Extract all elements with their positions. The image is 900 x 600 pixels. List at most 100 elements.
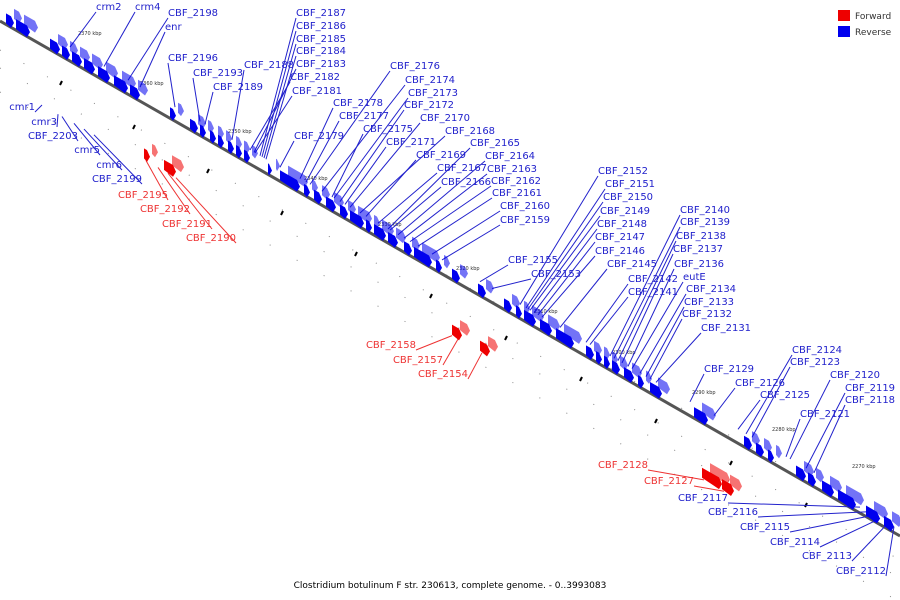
forward-gene bbox=[722, 479, 734, 497]
forward-gene-label: CBF_2190 bbox=[186, 233, 236, 244]
reverse-gene-label: CBF_2133 bbox=[684, 297, 734, 308]
reverse-gene-label-leader bbox=[645, 306, 685, 377]
reverse-gene-label-leader bbox=[167, 62, 176, 108]
reverse-gene bbox=[98, 66, 110, 83]
reverse-gene bbox=[218, 134, 224, 149]
reverse-gene-shadow bbox=[532, 305, 544, 323]
reverse-gene-label-leader bbox=[73, 123, 101, 156]
reverse-gene-shadow bbox=[632, 362, 642, 379]
reverse-gene-label: CBF_2139 bbox=[680, 217, 730, 228]
reverse-gene-label-leader bbox=[127, 17, 169, 81]
reverse-gene-label: cmr1 bbox=[9, 102, 35, 113]
reverse-gene-label: CBF_2171 bbox=[386, 137, 436, 148]
reverse-gene bbox=[436, 259, 442, 273]
reverse-gene-shadow bbox=[460, 264, 468, 279]
reverse-gene-label-leader bbox=[431, 210, 501, 255]
reverse-gene bbox=[822, 480, 834, 498]
forward-gene-label: CBF_2195 bbox=[118, 190, 168, 201]
scale-tick-label: 2300 kbp bbox=[612, 350, 636, 356]
reverse-gene-label-leader bbox=[789, 514, 875, 533]
reverse-gene-label-leader bbox=[813, 404, 846, 473]
reverse-gene-label-leader bbox=[339, 109, 405, 202]
reverse-gene-shadow bbox=[312, 179, 318, 193]
legend-label-reverse: Reverse bbox=[855, 28, 892, 38]
reverse-gene-label: CBF_2187 bbox=[296, 8, 346, 19]
reverse-gene-label-leader bbox=[585, 283, 629, 343]
forward-gene-shadow bbox=[152, 143, 158, 158]
forward-gene-label-leader bbox=[693, 485, 725, 492]
reverse-gene-shadow bbox=[752, 431, 760, 446]
forward-gene-shadow bbox=[488, 336, 498, 352]
reverse-gene bbox=[596, 351, 602, 365]
reverse-gene-label-leader bbox=[819, 518, 881, 548]
reverse-gene-label-leader bbox=[331, 133, 364, 198]
scale-tick-label: 2320 kbp bbox=[456, 266, 480, 272]
reverse-gene-label: CBF_2152 bbox=[598, 166, 648, 177]
reverse-gene-label-leader bbox=[321, 84, 406, 192]
reverse-gene-label-leader bbox=[589, 296, 629, 345]
reverse-gene-label: CBF_2112 bbox=[836, 566, 886, 577]
reverse-gene-label: CBF_2182 bbox=[290, 72, 340, 83]
reverse-gene-shadow bbox=[804, 460, 814, 477]
reverse-gene bbox=[326, 196, 336, 213]
reverse-gene-label-leader bbox=[527, 201, 604, 310]
reverse-gene bbox=[744, 435, 752, 451]
reverse-gene bbox=[756, 442, 764, 458]
scale-tick-label: 2340 kbp bbox=[304, 176, 328, 182]
reverse-gene-label: CBF_2198 bbox=[168, 8, 218, 19]
reverse-gene-label: eutE bbox=[683, 272, 706, 283]
reverse-gene-shadow bbox=[334, 191, 344, 208]
reverse-gene-label: CBF_2146 bbox=[595, 246, 645, 257]
reverse-gene bbox=[586, 345, 594, 360]
reverse-gene bbox=[866, 505, 880, 524]
reverse-gene-label: CBF_2185 bbox=[296, 34, 346, 45]
reverse-gene-label: CBF_2119 bbox=[845, 383, 895, 394]
scale-tick-label: 2310 kbp bbox=[534, 309, 558, 315]
reverse-gene-label-leader bbox=[56, 114, 59, 128]
forward-gene-label-leader bbox=[415, 335, 453, 351]
reverse-gene-label: CBF_2138 bbox=[676, 231, 726, 242]
reverse-gene-shadow bbox=[702, 402, 716, 421]
reverse-gene-label: CBF_2163 bbox=[487, 164, 537, 175]
forward-gene bbox=[164, 159, 176, 177]
reverse-gene-label: CBF_2120 bbox=[830, 370, 880, 381]
reverse-gene-label-leader bbox=[621, 253, 674, 364]
reverse-gene-label: cmr5 bbox=[74, 145, 100, 156]
scale-tick-label: 2360 kbp bbox=[140, 81, 164, 87]
reverse-gene-shadow bbox=[58, 34, 68, 50]
reverse-gene-label-leader bbox=[713, 387, 736, 416]
reverse-gene-shadow bbox=[764, 438, 772, 453]
reverse-gene-label-leader bbox=[299, 107, 334, 179]
reverse-gene-label-leader bbox=[479, 264, 509, 283]
reverse-gene bbox=[314, 189, 322, 205]
reverse-gene-label: CBF_2170 bbox=[420, 113, 470, 124]
reverse-gene-label: CBF_2193 bbox=[193, 68, 243, 79]
reverse-gene-label-leader bbox=[631, 281, 684, 369]
forward-gene-label: CBF_2127 bbox=[644, 476, 694, 487]
forward-gene-label: CBF_2157 bbox=[393, 355, 443, 366]
reverse-gene-label-leader bbox=[83, 128, 123, 171]
reverse-gene-label-leader bbox=[529, 215, 601, 311]
reverse-gene-shadow bbox=[276, 158, 280, 172]
reverse-gene-label-leader bbox=[789, 379, 831, 460]
gene-labels: crm2 crm4CBF_2198enrCBF_2196CBF_2193CBF_2… bbox=[9, 2, 895, 577]
reverse-gene-shadow bbox=[382, 219, 394, 237]
forward-gene-shadow bbox=[710, 463, 730, 485]
scale-tick-label: 2290 kbp bbox=[692, 390, 716, 396]
reverse-gene-shadow bbox=[512, 293, 520, 309]
reverse-gene-label-leader bbox=[757, 511, 869, 518]
reverse-gene bbox=[768, 449, 774, 463]
scale-tick-label: 2370 kbp bbox=[78, 31, 102, 37]
reverse-gene-label: CBF_2196 bbox=[168, 53, 218, 64]
reverse-gene-label-leader bbox=[533, 228, 598, 313]
reverse-gene-label: CBF_2153 bbox=[531, 269, 581, 280]
reverse-gene-label-leader bbox=[344, 146, 387, 205]
reverse-gene-label-leader bbox=[417, 197, 493, 247]
reverse-gene-label: CBF_2166 bbox=[441, 177, 491, 188]
reverse-gene-shadow bbox=[24, 14, 38, 33]
reverse-gene-shadow bbox=[358, 205, 372, 224]
reverse-gene-label: CBF_2159 bbox=[500, 215, 550, 226]
reverse-gene-label: CBF_2203 bbox=[28, 131, 78, 142]
forward-gene-label-leader bbox=[442, 338, 459, 366]
reverse-gene-label: enr bbox=[165, 22, 182, 33]
